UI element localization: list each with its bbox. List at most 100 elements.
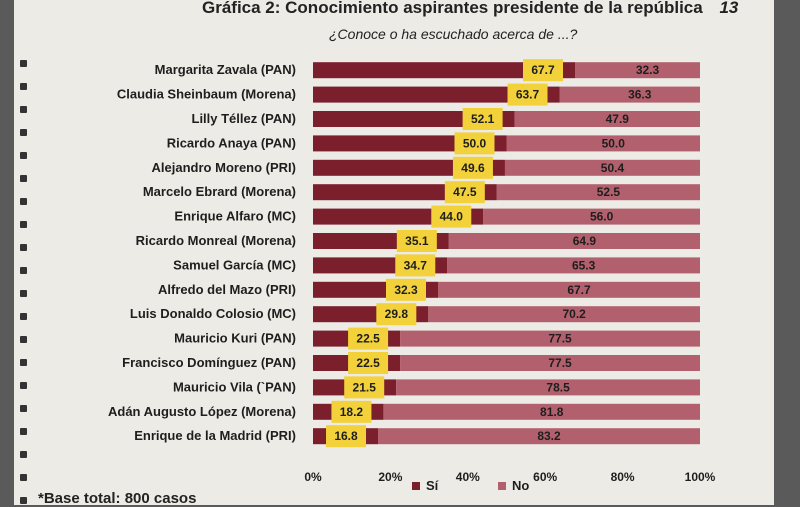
- si-value-label: 34.7: [404, 258, 428, 272]
- no-value-label: 64.9: [573, 234, 597, 248]
- no-value-label: 77.5: [548, 356, 572, 370]
- binder-hole: [20, 405, 27, 412]
- si-value-box: [386, 278, 427, 301]
- binder-hole: [20, 106, 27, 113]
- category-label: Mauricio Kuri (PAN): [174, 331, 296, 346]
- si-value-label: 29.8: [385, 307, 409, 321]
- si-value-box: [348, 327, 389, 350]
- bar-no: [378, 428, 700, 445]
- bar-no: [400, 355, 700, 371]
- si-value-label: 67.7: [531, 63, 555, 77]
- binder-hole: [20, 497, 27, 504]
- si-value-box: [344, 376, 385, 399]
- category-label: Enrique de la Madrid (PRI): [134, 428, 296, 443]
- bar-no: [396, 379, 700, 396]
- legend-swatch-no: [498, 482, 506, 490]
- x-tick-label: 100%: [685, 470, 716, 484]
- bar-no: [447, 257, 700, 274]
- category-label: Ricardo Monreal (Morena): [136, 233, 296, 248]
- bar-si: [313, 86, 560, 103]
- si-value-box: [395, 254, 436, 277]
- si-value-label: 63.7: [516, 88, 540, 102]
- bar-no: [438, 281, 700, 298]
- si-value-box: [462, 108, 503, 130]
- no-value-label: 65.3: [572, 258, 596, 272]
- category-label: Samuel García (MC): [173, 257, 296, 272]
- category-label: Luis Donaldo Colosio (MC): [130, 306, 296, 321]
- bar-si: [313, 62, 575, 79]
- no-value-label: 36.3: [628, 88, 652, 102]
- no-value-label: 52.5: [597, 185, 621, 199]
- binder-hole: [20, 129, 27, 136]
- x-tick-label: 40%: [456, 470, 480, 484]
- si-value-label: 47.5: [453, 185, 477, 199]
- binder-hole: [20, 60, 27, 67]
- si-value-box: [331, 400, 372, 423]
- category-label: Alfredo del Mazo (PRI): [158, 282, 296, 297]
- si-value-box: [348, 352, 389, 374]
- si-value-label: 32.3: [394, 283, 418, 297]
- si-value-box: [396, 230, 437, 252]
- si-value-label: 18.2: [340, 405, 364, 419]
- no-value-label: 77.5: [548, 332, 572, 346]
- bar-no: [383, 403, 700, 420]
- binder-hole: [20, 221, 27, 228]
- bar-no: [400, 330, 700, 347]
- chart-title-text: Gráfica 2: Conocimiento aspirantes presi…: [202, 0, 703, 17]
- category-label: Mauricio Vila (`PAN): [173, 379, 296, 394]
- binder-hole: [20, 474, 27, 481]
- binder-hole: [20, 313, 27, 320]
- si-value-box: [326, 425, 367, 448]
- si-value-label: 22.5: [356, 332, 380, 346]
- binder-hole: [20, 152, 27, 159]
- bar-no: [448, 233, 700, 249]
- category-label: Margarita Zavala (PAN): [155, 62, 296, 77]
- no-value-label: 50.4: [601, 161, 625, 175]
- category-label: Claudia Sheinbaum (Morena): [117, 87, 296, 102]
- x-tick-label: 0%: [304, 470, 322, 484]
- si-value-label: 35.1: [405, 234, 429, 248]
- category-label: Francisco Domínguez (PAN): [122, 355, 296, 370]
- legend-label-si: Sí: [426, 478, 439, 493]
- bar-no: [428, 306, 700, 323]
- category-label: Alejandro Moreno (PRI): [152, 160, 296, 175]
- bar-no: [506, 135, 700, 152]
- no-value-label: 32.3: [636, 63, 660, 77]
- binder-hole: [20, 290, 27, 297]
- si-value-box: [522, 59, 563, 82]
- chart-title: Gráfica 2: Conocimiento aspirantes presi…: [202, 0, 800, 18]
- binder-hole: [20, 83, 27, 90]
- binder-hole: [20, 267, 27, 274]
- binder-hole: [20, 359, 27, 366]
- no-value-label: 47.9: [606, 112, 630, 126]
- chart-subtitle: ¿Conoce o ha escuchado acerca de ...?: [329, 26, 578, 42]
- no-value-label: 81.8: [540, 405, 564, 419]
- no-value-label: 56.0: [590, 210, 614, 224]
- si-value-label: 52.1: [471, 112, 495, 126]
- category-label: Lilly Téllez (PAN): [192, 111, 297, 126]
- binder-hole: [20, 198, 27, 205]
- si-value-box: [507, 83, 548, 106]
- si-value-label: 16.8: [334, 429, 358, 443]
- binder-hole: [20, 244, 27, 251]
- legend-label-no: No: [512, 478, 529, 493]
- si-value-box: [444, 181, 485, 204]
- binder-hole: [20, 451, 27, 458]
- si-value-box: [431, 205, 472, 228]
- category-label: Marcelo Ebrard (Morena): [143, 184, 296, 199]
- si-value-box: [454, 132, 495, 155]
- legend-swatch-si: [412, 482, 420, 490]
- no-value-label: 70.2: [562, 307, 586, 321]
- category-label: Adán Augusto López (Morena): [108, 404, 296, 419]
- si-value-box: [376, 303, 417, 326]
- base-footnote: *Base total: 800 casos: [38, 490, 197, 507]
- no-value-label: 67.7: [567, 283, 591, 297]
- bar-no: [483, 208, 700, 225]
- binder-hole: [20, 382, 27, 389]
- binder-holes: [14, 0, 44, 505]
- bar-no: [574, 62, 700, 79]
- no-value-label: 78.5: [546, 380, 570, 394]
- bar-no: [496, 184, 700, 201]
- si-value-box: [452, 156, 493, 179]
